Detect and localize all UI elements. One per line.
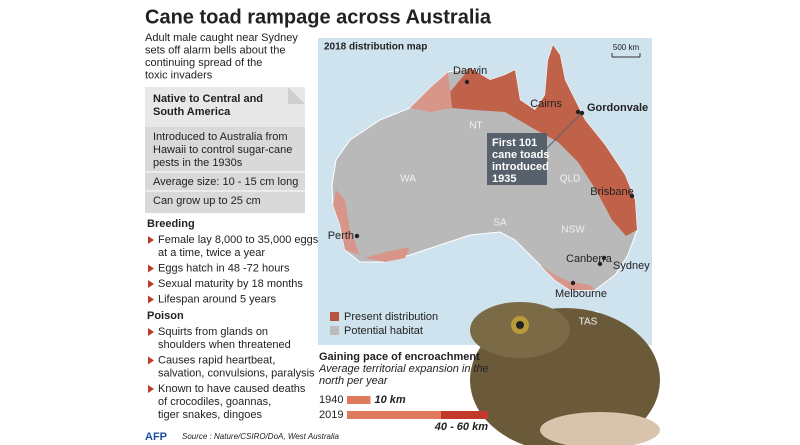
region-label: QLD — [560, 174, 581, 185]
bullet — [148, 280, 154, 288]
place-dot — [629, 193, 635, 199]
place-dot — [601, 255, 607, 261]
bullet-text: Squirts from glands on — [158, 326, 268, 338]
callout-text: introduced — [492, 161, 549, 173]
bar-range — [441, 411, 488, 419]
bullet-text: shoulders when threatened — [158, 339, 291, 351]
bar-label: 10 km — [375, 394, 406, 406]
callout-box — [487, 133, 547, 185]
place-dot — [597, 261, 603, 267]
folded-corner — [288, 87, 305, 104]
place-label: Gordonvale — [587, 102, 648, 114]
place-label: Canberra — [566, 253, 613, 265]
bullet-text: Known to have caused deaths — [158, 383, 306, 395]
bullet-text: Female lay 8,000 to 35,000 eggs — [158, 234, 319, 246]
place-label: Darwin — [453, 65, 487, 77]
place-label: Sydney — [613, 260, 650, 272]
potential-habitat — [365, 247, 410, 262]
callout-text: 1935 — [492, 173, 516, 185]
title: Cane toad rampage across Australia — [145, 6, 492, 28]
bar — [347, 396, 371, 404]
bullet-text: at a time, twice a year — [158, 247, 265, 259]
fact-item: Introduced to Australia from — [153, 131, 288, 143]
bullet-text: Causes rapid heartbeat, — [158, 354, 275, 366]
bullet — [148, 328, 154, 336]
bullet — [148, 264, 154, 273]
callout-pointer — [544, 112, 583, 151]
section-heading: Poison — [147, 310, 184, 322]
legend-label: Potential habitat — [344, 325, 423, 337]
place-dot — [579, 110, 585, 116]
bullet-text: salvation, convulsions, paralysis — [158, 367, 315, 379]
bullet — [148, 385, 154, 393]
place-dot — [570, 280, 576, 286]
chart-title: Gaining pace of encroachment — [319, 351, 480, 363]
bar — [347, 411, 441, 419]
place-label: Perth — [328, 230, 354, 242]
place-label: Melbourne — [555, 288, 607, 300]
fact-body-bg — [145, 127, 305, 213]
bar-label: 40 - 60 km — [434, 421, 488, 433]
place-label: Cairns — [530, 98, 562, 110]
bullet — [148, 295, 154, 304]
bullet — [148, 356, 154, 365]
bullet-text: Sexual maturity by 18 months — [158, 278, 303, 290]
potential-habitat — [410, 72, 452, 112]
bullet-text: Lifespan around 5 years — [158, 293, 277, 305]
bullet-text: tiger snakes, dingoes — [158, 409, 262, 421]
callout-text: First 101 — [492, 137, 537, 149]
place-label: Brisbane — [590, 186, 633, 198]
year-label: 2019 — [319, 409, 343, 421]
fact-item: Can grow up to 25 cm — [153, 195, 261, 207]
place-dot — [354, 233, 360, 239]
bullet-text: of crocodiles, goannas, — [158, 396, 271, 408]
present-distribution — [450, 45, 637, 236]
fact-heading: South America — [153, 106, 231, 118]
callout-text: cane toads — [492, 149, 549, 161]
map-title: 2018 distribution map — [324, 42, 427, 53]
bullet-text: Eggs hatch in 48 -72 hours — [158, 262, 290, 274]
year-label: 1940 — [319, 394, 343, 406]
place-dot — [575, 109, 581, 115]
legend-swatch — [330, 326, 339, 335]
region-label: NT — [469, 121, 482, 132]
fact-heading: Native to Central and — [153, 93, 263, 105]
region-label: WA — [400, 174, 416, 185]
logo: AFP — [145, 431, 167, 443]
legend-label: Present distribution — [344, 311, 438, 323]
fact-header-bg — [145, 87, 305, 127]
region-label: TAS — [579, 317, 598, 328]
subtitle: Adult male caught near Sydney — [145, 32, 298, 44]
scale-label: 500 km — [613, 43, 640, 52]
hand — [540, 412, 660, 445]
legend-swatch — [330, 312, 339, 321]
potential-habitat — [540, 265, 595, 290]
chart-subtitle: Average territorial expansion in the — [318, 363, 489, 375]
bullet — [148, 236, 154, 244]
subtitle: sets off alarm bells about the — [145, 44, 285, 56]
region-label: NSW — [561, 225, 585, 236]
source: Source : Nature/CSIRO/DoA, West Australi… — [182, 432, 339, 441]
potential-habitat — [333, 190, 360, 255]
fact-item: pests in the 1930s — [153, 157, 243, 169]
subtitle: toxic invaders — [145, 69, 213, 81]
section-heading: Breeding — [147, 218, 195, 230]
subtitle: continuing spread of the — [145, 57, 262, 69]
place-dot — [464, 79, 470, 85]
chart-subtitle: north per year — [319, 375, 389, 387]
fact-item: Hawaii to control sugar-cane — [153, 144, 292, 156]
region-label: SA — [493, 218, 507, 229]
fact-item: Average size: 10 - 15 cm long — [153, 176, 298, 188]
toad-pupil — [516, 321, 524, 329]
